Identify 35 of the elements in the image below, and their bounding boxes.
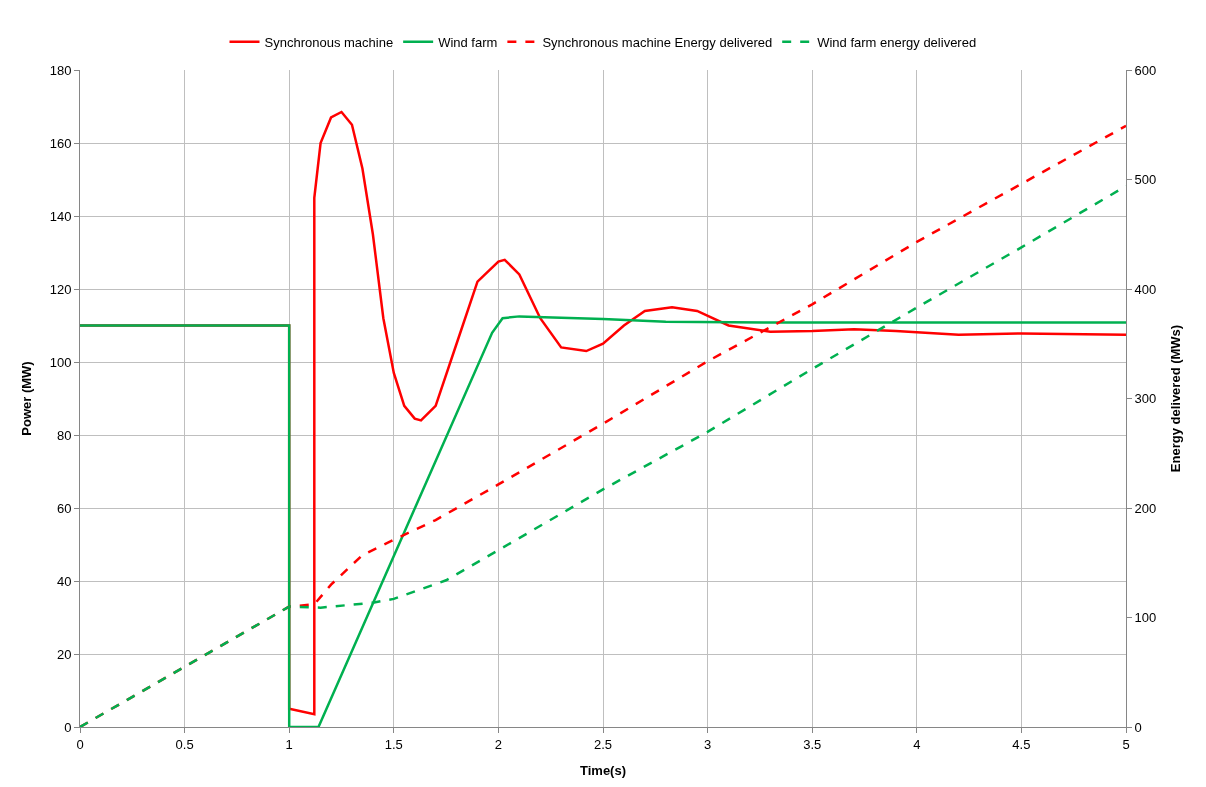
y-tick-label: 160 (49, 135, 72, 151)
y2-tick-label: 300 (1134, 391, 1157, 407)
x-tick-label: 0 (76, 736, 84, 752)
y-tick-label: 120 (49, 281, 72, 297)
x-tick-label: 3 (703, 736, 712, 752)
y2-tick-label: 400 (1134, 281, 1157, 297)
x-tick-label: 1.5 (384, 736, 403, 752)
y-tick-label: 140 (49, 208, 72, 224)
y2-tick-label: 500 (1134, 172, 1157, 188)
x-tick-label: 2 (494, 736, 503, 752)
legend-label: Wind farm energy delivered (817, 34, 977, 50)
y-tick-label: 100 (49, 354, 72, 370)
y-tick-label: 0 (64, 719, 72, 735)
y-tick-label: 60 (56, 500, 72, 516)
y-tick-label: 80 (56, 427, 72, 443)
x-tick-label: 4.5 (1012, 736, 1031, 752)
x-tick-label: 1 (285, 736, 293, 752)
x-axis-title: Time(s) (580, 763, 626, 779)
y-tick-label: 20 (56, 646, 72, 662)
y2-axis-title: Energy delivered (MWs) (1167, 324, 1183, 473)
x-tick-label: 5 (1122, 736, 1130, 752)
x-tick-label: 3.5 (803, 736, 822, 752)
legend-label: Synchronous machine Energy delivered (542, 34, 773, 50)
y2-tick-label: 0 (1134, 719, 1142, 735)
y-tick-label: 40 (56, 573, 72, 589)
y-axis-title: Power (MW) (18, 361, 34, 436)
y2-tick-label: 200 (1134, 500, 1157, 516)
y-tick-label: 180 (49, 62, 72, 78)
x-tick-label: 4 (913, 736, 921, 752)
y2-tick-label: 100 (1134, 610, 1157, 626)
x-tick-label: 2.5 (593, 736, 613, 752)
x-tick-label: 0.5 (175, 736, 194, 752)
legend-label: Synchronous machine (264, 34, 394, 50)
legend-label: Wind farm (438, 34, 498, 50)
y2-tick-label: 600 (1134, 62, 1157, 78)
